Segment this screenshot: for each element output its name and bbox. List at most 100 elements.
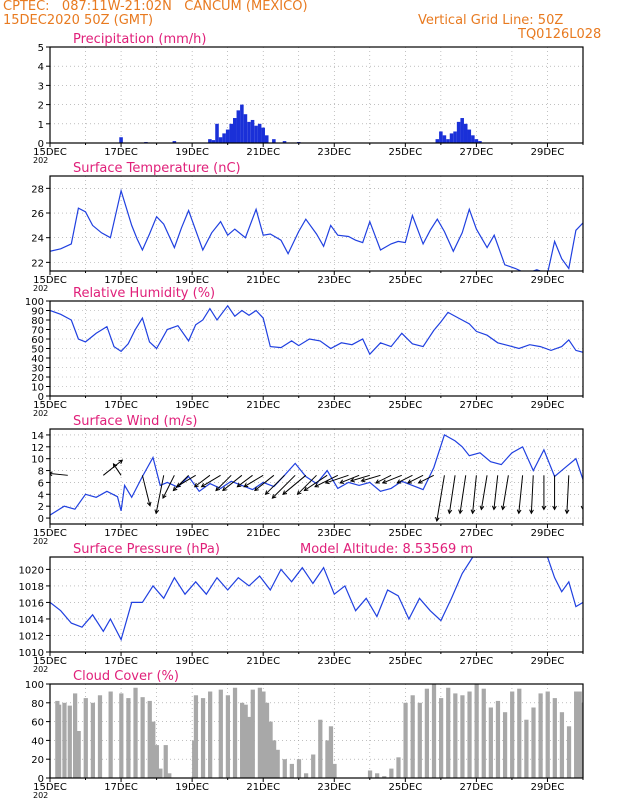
cloud-cover-bar [574, 691, 579, 778]
wind-vector [502, 475, 509, 510]
y-tick-label: 8 [38, 467, 44, 478]
rh-title: Relative Humidity (%) [73, 286, 215, 301]
precip-bar [261, 127, 265, 143]
y-tick-label: 80 [31, 699, 44, 710]
cloud-cover-bar [296, 759, 302, 778]
cloud-frame [49, 683, 584, 779]
wind-vector-head [417, 479, 423, 484]
cloud-cover-bar [264, 702, 270, 778]
x-tick-label: 19DEC [175, 656, 209, 667]
header-line1-left: CPTEC: 087:11W-21:02N CANCUM (MEXICO) [3, 0, 308, 14]
cloud-cover-bar [325, 740, 330, 778]
cloud-cover-bar [147, 700, 152, 778]
cloud-cover-bar [119, 693, 124, 778]
precip-bar [236, 110, 241, 143]
temp-series-line [50, 188, 583, 271]
x-tick-label: 27DEC [460, 528, 494, 539]
x-tick-year-label: 202 [33, 791, 48, 800]
cloud-cover-bar [271, 740, 277, 778]
precip-bar [229, 123, 233, 143]
y-tick-label: 10 [31, 455, 44, 466]
y-tick-label: 100 [25, 680, 44, 691]
x-tick-label: 23DEC [317, 275, 351, 286]
wind-vector-head [215, 486, 220, 492]
cloud-cover-bar [517, 688, 522, 778]
y-tick-label: 1018 [19, 582, 44, 593]
precip-bar [456, 121, 461, 143]
wind-vector-head [162, 494, 167, 500]
wind-vector-head [296, 490, 302, 496]
x-tick-label: 23DEC [317, 782, 351, 793]
precip-bar [463, 123, 468, 143]
wind-vector [448, 475, 456, 514]
x-tick-year-label: 202 [33, 156, 48, 165]
cloud-title: Cloud Cover (%) [73, 669, 179, 684]
wind-vector-head [50, 471, 53, 477]
cloud-cover-bar [275, 749, 280, 778]
x-tick-label: 19DEC [175, 275, 209, 286]
x-tick-label: 21DEC [246, 656, 280, 667]
wind-vector-head [406, 479, 412, 484]
wind-vector-head [146, 501, 152, 507]
x-tick-label: 21DEC [246, 528, 280, 539]
x-tick-label: 17DEC [104, 528, 138, 539]
y-tick-label: 22 [31, 258, 44, 269]
cloud-cover-bar [439, 698, 444, 778]
wind-vector [243, 474, 264, 488]
x-tick-label: 15DEC [33, 782, 67, 793]
cloud-cover-bar [332, 763, 337, 778]
precip-bar [453, 131, 457, 143]
cloud-cover-bar [62, 702, 67, 778]
wind-vector [304, 474, 328, 491]
x-tick-label: 27DEC [460, 275, 494, 286]
x-tick-label: 25DEC [388, 147, 422, 158]
y-tick-label: 26 [31, 209, 44, 220]
wind-vector-head [172, 486, 178, 492]
y-tick-label: 1020 [19, 565, 44, 576]
cloud-cover-bar [460, 695, 465, 778]
cloud-cover-bar [163, 745, 168, 778]
cloud-cover-bar [531, 707, 536, 778]
cloud-cover-bar [108, 691, 113, 778]
cloud-cover-bar [524, 719, 529, 778]
precip-bar [446, 139, 450, 143]
y-tick-label: 2 [38, 502, 44, 513]
precip-bar [225, 129, 230, 143]
temp-data [50, 188, 583, 271]
wind-vector [518, 475, 524, 514]
cloud-cover-bar [577, 691, 582, 778]
wind-vector-head [112, 463, 118, 468]
x-tick-label: 15DEC [33, 275, 67, 286]
wind-vector-head [271, 494, 277, 499]
wind-vector [375, 474, 392, 484]
rh-data [50, 304, 583, 356]
cloud-cover-bar [225, 695, 231, 778]
y-tick-label: 12 [31, 443, 44, 454]
cloud-cover-bar [83, 698, 88, 778]
cloud-cover-bar [382, 776, 387, 778]
wind-vector-head [580, 505, 583, 511]
cloud-cover-bar [367, 770, 373, 778]
pres-series-line [50, 557, 583, 642]
x-tick-label: 21DEC [246, 275, 280, 286]
y-tick-label: 0 [38, 514, 44, 525]
wind-vector-head [552, 505, 557, 511]
precip-bar [232, 118, 237, 143]
y-tick-label: 30 [31, 364, 44, 375]
y-tick-label: 100 [25, 297, 44, 308]
y-tick-label: 0 [38, 139, 44, 150]
cloud-cover-bar [403, 702, 408, 778]
x-tick-label: 29DEC [531, 782, 565, 793]
precip-bar [474, 139, 479, 143]
precip-bar [208, 139, 212, 143]
wind-vector [339, 474, 360, 484]
y-tick-label: 70 [31, 326, 44, 337]
x-tick-label: 23DEC [317, 528, 351, 539]
x-tick-label: 29DEC [531, 528, 565, 539]
cloud-cover-bar [495, 700, 501, 778]
wind-vector [418, 474, 434, 484]
precip-bar [172, 141, 177, 143]
wind-vector-head [243, 483, 249, 488]
